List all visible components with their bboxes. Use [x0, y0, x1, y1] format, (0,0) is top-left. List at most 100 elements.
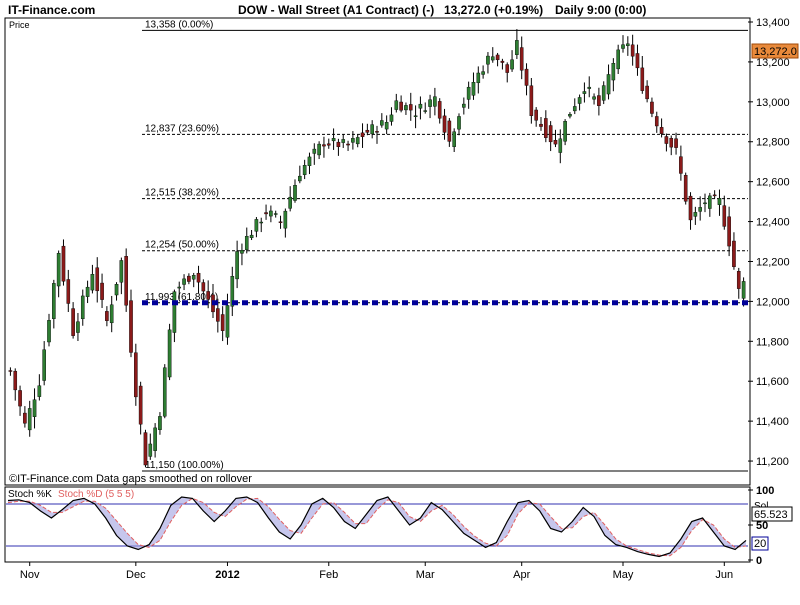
- stoch-axis-label: 100: [756, 485, 774, 497]
- candle-body: [298, 175, 302, 182]
- candle-body: [370, 124, 374, 135]
- candle-body: [466, 86, 471, 100]
- quote-text: 13,272.0 (+0.19%): [444, 3, 543, 17]
- candle-body: [138, 385, 143, 425]
- candle-body: [76, 321, 80, 333]
- candle-body: [481, 71, 485, 75]
- candle-body: [336, 141, 341, 148]
- candle-body: [85, 286, 90, 297]
- fib-level-label: 12,515 (38.20%): [145, 188, 219, 199]
- candle-body: [500, 60, 505, 63]
- candle-body: [515, 40, 519, 55]
- stoch-panel-frame: [4, 486, 751, 563]
- candle-body: [346, 143, 350, 146]
- price-axis-label: 11,800: [756, 336, 789, 348]
- candle-body: [462, 103, 466, 108]
- candle-body: [201, 282, 206, 292]
- candle-body: [341, 139, 346, 143]
- site-name: IT-Finance.com: [8, 3, 95, 17]
- candle-body: [611, 63, 616, 81]
- candle-body: [143, 432, 148, 466]
- candle-body: [172, 291, 177, 333]
- candle-body: [437, 101, 442, 119]
- price-axis-label: 12,000: [756, 296, 790, 308]
- candle-body: [283, 210, 288, 229]
- candle-body: [331, 138, 336, 142]
- candle-body: [23, 412, 27, 424]
- time-axis-label: Feb: [319, 569, 338, 581]
- candle-body: [153, 427, 157, 451]
- candle-body: [61, 245, 66, 282]
- candle-body: [18, 390, 22, 407]
- candle-body: [635, 53, 640, 69]
- candle-body: [355, 137, 360, 145]
- candle-body: [601, 85, 606, 101]
- candle-body: [664, 136, 669, 144]
- candlestick-series: [8, 29, 746, 468]
- candle-body: [626, 43, 630, 46]
- candle-body: [13, 370, 18, 391]
- candle-body: [389, 114, 394, 122]
- stoch-k-label: Stoch %K: [8, 489, 52, 500]
- candle-body: [167, 329, 172, 378]
- price-axis[interactable]: 13,400 13,200 13,000 12,800 12,600 12,400 12,2…: [748, 17, 790, 468]
- stoch-d-line: [7, 497, 747, 557]
- stoch-d-label: Stoch %D (5 5 5): [58, 489, 134, 500]
- candle-body: [423, 110, 428, 112]
- candle-body: [645, 85, 649, 100]
- time-axis-label: Dec: [126, 569, 146, 581]
- time-axis-label: Apr: [513, 569, 530, 581]
- candle-body: [495, 54, 500, 61]
- candle-body: [244, 236, 249, 250]
- price-axis-label: 11,400: [756, 416, 789, 428]
- price-panel-frame: [4, 17, 751, 486]
- candle-body: [548, 125, 553, 143]
- last-price-tag-box: [751, 43, 799, 59]
- candle-body: [597, 95, 601, 106]
- candle-body: [375, 131, 379, 133]
- fib-level-label: 12,837 (23.60%): [145, 123, 219, 134]
- candle-body: [32, 399, 37, 417]
- candle-body: [360, 132, 365, 137]
- candle-body: [741, 281, 746, 299]
- candle-body: [490, 56, 495, 61]
- candle-body: [486, 55, 490, 65]
- price-axis-label: 11,600: [756, 376, 789, 388]
- candle-body: [679, 156, 683, 174]
- candle-body: [712, 194, 717, 197]
- stoch-axis[interactable]: 100 50 0: [748, 485, 774, 567]
- time-axis-label: Nov: [20, 569, 40, 581]
- candle-body: [650, 101, 654, 114]
- candle-body: [105, 311, 109, 321]
- candle-body: [80, 295, 85, 320]
- candle-body: [191, 275, 196, 280]
- candle-body: [148, 443, 153, 457]
- stoch-axis-label: 0: [756, 555, 762, 567]
- candle-body: [56, 253, 61, 287]
- candle-body: [27, 408, 32, 431]
- candle-body: [577, 97, 582, 104]
- candle-body: [394, 100, 399, 110]
- candle-body: [264, 212, 268, 215]
- time-axis-label: Mar: [416, 569, 435, 581]
- candle-body: [669, 138, 674, 148]
- candle-body: [698, 207, 702, 212]
- fib-level-label: 11,150 (100.00%): [145, 460, 224, 471]
- candle-body: [722, 205, 727, 227]
- candle-body: [119, 260, 124, 283]
- candle-body: [418, 103, 423, 109]
- period-text: Daily 9:00 (0:00): [555, 3, 646, 17]
- candle-body: [736, 271, 741, 289]
- candle-body: [249, 234, 254, 239]
- candle-body: [587, 86, 592, 89]
- time-axis[interactable]: Nov Dec 2012 Feb Mar Apr May Jun: [20, 562, 733, 581]
- candle-body: [90, 274, 95, 291]
- price-axis-label: 13,400: [756, 17, 790, 29]
- candle-body: [326, 143, 331, 146]
- candle-body: [732, 240, 736, 268]
- candle-body: [654, 116, 659, 127]
- candle-body: [568, 114, 572, 117]
- candle-body: [42, 349, 46, 381]
- candle-body: [365, 129, 370, 133]
